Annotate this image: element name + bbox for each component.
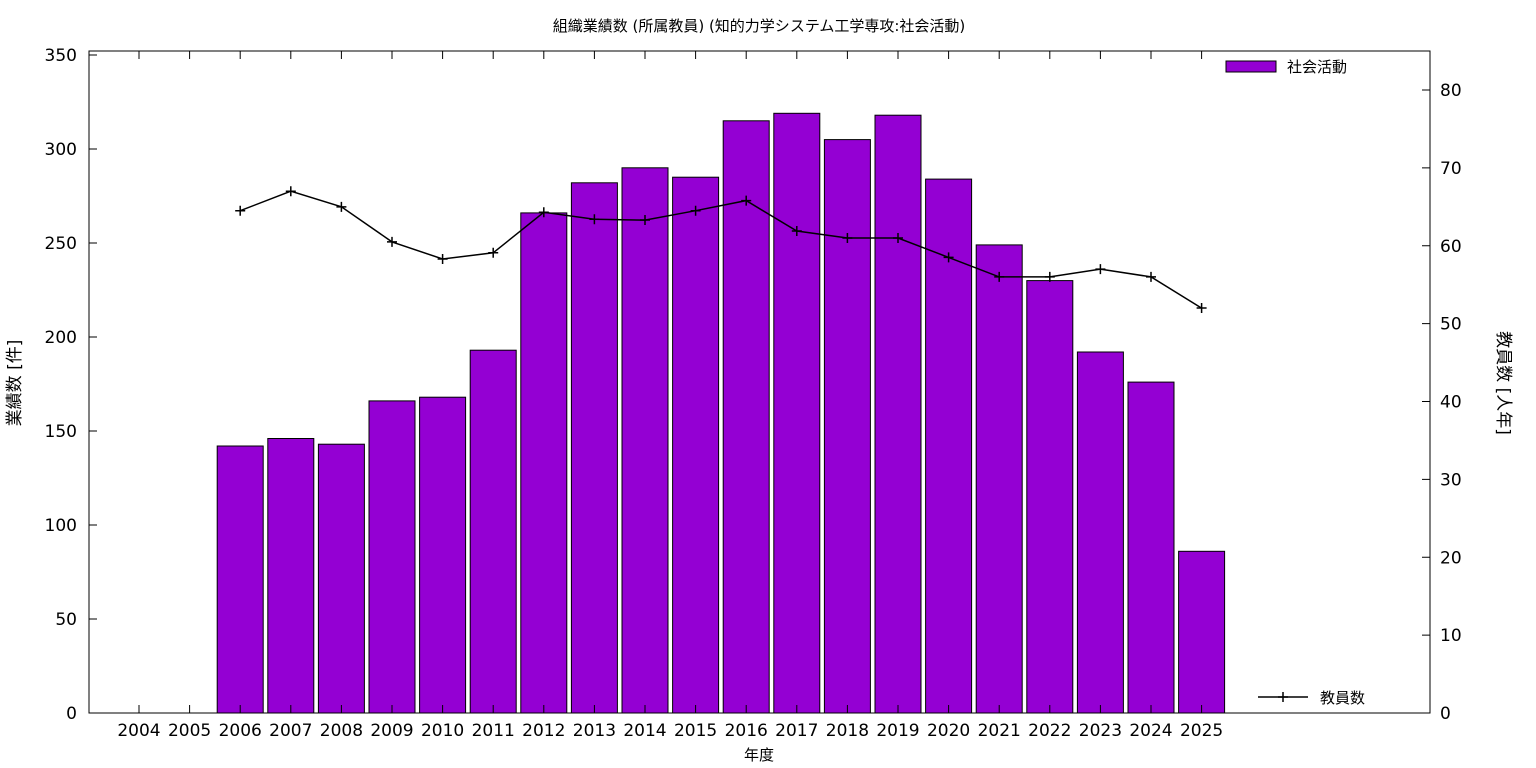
x-tick-label: 2019 — [876, 721, 919, 741]
x-tick-label: 2004 — [117, 721, 160, 741]
line-point — [538, 207, 549, 218]
x-tick-label: 2007 — [269, 721, 312, 741]
bar — [722, 120, 770, 714]
bar — [469, 349, 517, 714]
x-axis-label: 年度 — [744, 746, 774, 764]
legend-swatch-bar — [1225, 60, 1277, 73]
y-tick-label: 350 — [45, 46, 77, 66]
x-tick-label: 2014 — [623, 721, 666, 741]
x-tick-label: 2016 — [725, 721, 768, 741]
bar — [925, 178, 973, 714]
y2-axis-label: 教員数 [人年] — [1493, 331, 1513, 435]
x-tick-label: 2017 — [775, 721, 818, 741]
x-tick-label: 2009 — [370, 721, 413, 741]
y2-tick-label: 50 — [1440, 315, 1462, 335]
y-tick-label: 50 — [55, 610, 77, 630]
x-tick-label: 2022 — [1028, 721, 1071, 741]
plot-frame — [88, 50, 1431, 714]
x-tick-label: 2013 — [573, 721, 616, 741]
line-point — [943, 252, 954, 263]
y-tick-label: 300 — [45, 140, 77, 160]
y-tick-label: 200 — [45, 328, 77, 348]
line-point — [842, 232, 853, 243]
x-tick-label: 2011 — [472, 721, 515, 741]
y2-tick-label: 0 — [1440, 704, 1451, 724]
x-tick-label: 2012 — [522, 721, 565, 741]
x-tick-label: 2021 — [978, 721, 1021, 741]
y-axis-label: 業績数 [件] — [5, 340, 25, 427]
bar — [1026, 280, 1074, 714]
x-tick-label: 2020 — [927, 721, 970, 741]
bar — [216, 445, 264, 714]
y-tick-label: 100 — [45, 516, 77, 536]
line-point — [1196, 303, 1207, 314]
line-point — [893, 232, 903, 243]
x-tick-label: 2018 — [826, 721, 869, 741]
bar — [773, 112, 821, 714]
line-point — [994, 271, 1005, 282]
y-tick-label: 250 — [45, 234, 77, 254]
bar — [1178, 550, 1226, 714]
legend-label-bar: 社会活動 — [1287, 58, 1347, 76]
y2-tick-label: 60 — [1440, 237, 1462, 257]
line-point — [1146, 271, 1156, 282]
x-tick-label: 2005 — [168, 721, 211, 741]
line-point — [791, 225, 802, 236]
line-point — [690, 205, 701, 216]
y2-tick-label: 10 — [1440, 626, 1462, 646]
axes-layer: 0 50 100 150 200 250 300 350 0 10 20 30 40 50 60 70 80 20… — [45, 46, 1462, 741]
line-point — [589, 214, 600, 225]
y2-tick-label: 70 — [1440, 159, 1462, 179]
line-point — [1095, 264, 1106, 275]
y2-tick-label: 30 — [1440, 470, 1462, 490]
bar — [672, 176, 720, 714]
bar — [368, 400, 416, 714]
series-line — [239, 190, 1202, 309]
bar — [975, 244, 1023, 714]
y2-tick-label: 40 — [1440, 393, 1462, 413]
line-point — [741, 195, 752, 206]
x-tick-label: 2024 — [1129, 721, 1172, 741]
line-point — [336, 201, 347, 212]
legend-label-line: 教員数 — [1320, 689, 1365, 707]
line-point — [488, 247, 499, 258]
x-tick-label: 2023 — [1079, 721, 1122, 741]
bar — [874, 114, 922, 714]
bar — [317, 443, 365, 714]
line-point — [1044, 271, 1055, 282]
x-tick-label: 2010 — [421, 721, 464, 741]
line-point — [235, 205, 246, 216]
line-point — [437, 253, 448, 264]
bar — [823, 139, 871, 714]
bar — [570, 182, 618, 714]
line-point — [387, 236, 397, 247]
bar — [1076, 351, 1124, 714]
line-point — [640, 215, 650, 226]
line-point — [285, 186, 296, 197]
x-tick-label: 2006 — [219, 721, 262, 741]
y-tick-label: 0 — [66, 704, 77, 724]
y2-tick-label: 80 — [1440, 81, 1462, 101]
bar — [267, 438, 315, 714]
bar-layer — [216, 112, 1226, 714]
legend-marker-line — [1278, 692, 1288, 702]
bar — [520, 212, 568, 714]
x-tick-label: 2015 — [674, 721, 717, 741]
y-tick-label: 150 — [45, 422, 77, 442]
chart-title: 組織業績数 (所属教員) (知的力学システム工学専攻:社会活動) — [553, 17, 966, 35]
bar — [621, 167, 669, 714]
x-tick-label: 2008 — [320, 721, 363, 741]
y2-tick-label: 20 — [1440, 548, 1462, 568]
bar — [1127, 381, 1175, 714]
bar — [419, 396, 467, 714]
line-layer — [235, 186, 1207, 314]
x-tick-label: 2025 — [1180, 721, 1223, 741]
